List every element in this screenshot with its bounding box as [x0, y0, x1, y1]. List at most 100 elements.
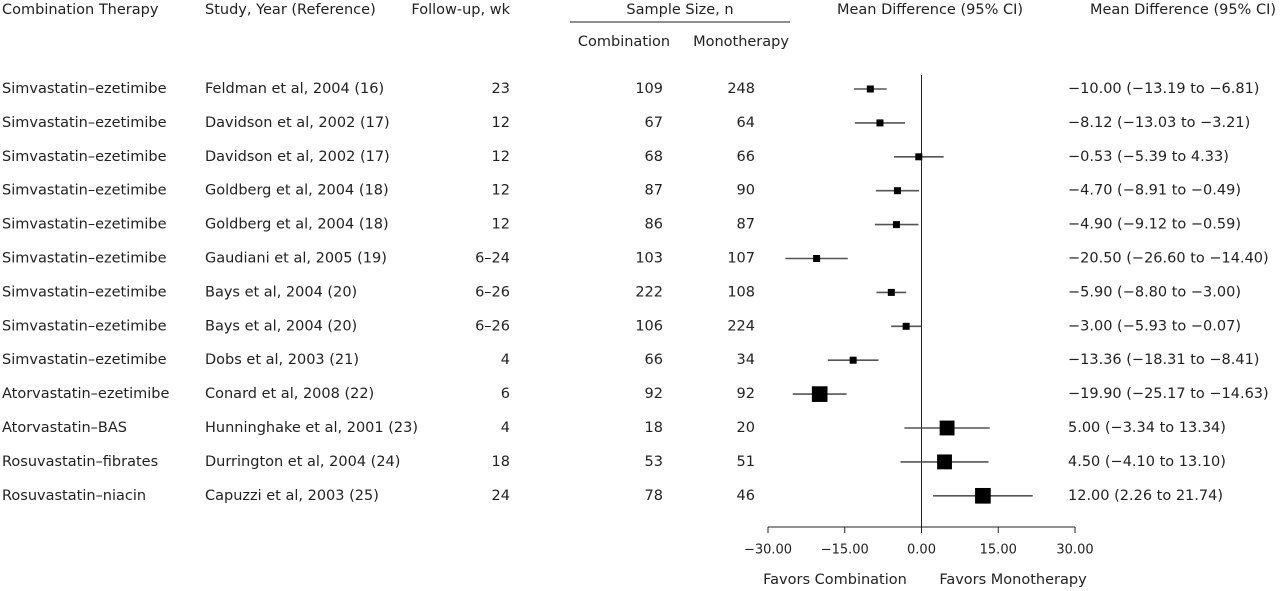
n-monotherapy: 46: [737, 488, 755, 504]
n-combination: 67: [645, 115, 663, 131]
estimate-label: −5.90 (−8.80 to −3.00): [1068, 284, 1241, 300]
therapy: Simvastatin–ezetimibe: [2, 318, 167, 334]
followup: 12: [492, 115, 510, 131]
n-combination: 222: [635, 284, 663, 300]
therapy: Atorvastatin–BAS: [2, 420, 127, 436]
estimate-label: −0.53 (−5.39 to 4.33): [1068, 149, 1229, 165]
study: Bays et al, 2004 (20): [205, 284, 357, 300]
n-combination: 66: [645, 352, 663, 368]
estimate-marker: [902, 322, 910, 330]
therapy: Simvastatin–ezetimibe: [2, 284, 167, 300]
therapy: Simvastatin–ezetimibe: [2, 251, 167, 267]
estimate-marker: [893, 187, 901, 195]
therapy: Simvastatin–ezetimibe: [2, 81, 167, 97]
estimate-marker: [876, 119, 884, 127]
n-monotherapy: 107: [727, 251, 755, 267]
n-combination: 18: [645, 420, 663, 436]
header: Mean Difference (95% CI): [837, 2, 1023, 18]
n-combination: 87: [645, 183, 663, 199]
study: Hunninghake et al, 2001 (23): [205, 420, 418, 436]
therapy: Rosuvastatin–niacin: [2, 488, 146, 504]
x-axis-label: Favors Combination: [763, 572, 907, 588]
n-combination: 53: [645, 454, 663, 470]
n-combination: 78: [645, 488, 663, 504]
header: Combination: [578, 34, 670, 50]
n-monotherapy: 224: [727, 318, 755, 334]
n-combination: 92: [645, 386, 663, 402]
estimate-marker: [849, 356, 857, 364]
n-monotherapy: 20: [737, 420, 755, 436]
estimate-marker: [811, 386, 828, 402]
followup: 12: [492, 149, 510, 165]
x-axis-label: Favors Monotherapy: [939, 572, 1087, 588]
x-tick-label: 30.00: [1056, 543, 1093, 558]
x-tick-label: −30.00: [744, 543, 792, 558]
estimate-marker: [937, 454, 952, 470]
study: Capuzzi et al, 2003 (25): [205, 488, 379, 504]
header: Mean Difference (95% CI): [1090, 2, 1276, 18]
estimate-label: −19.90 (−25.17 to −14.63): [1068, 386, 1269, 402]
study: Durrington et al, 2004 (24): [205, 454, 400, 470]
followup: 18: [492, 454, 510, 470]
estimate-marker: [813, 255, 821, 262]
therapy: Simvastatin–ezetimibe: [2, 352, 167, 368]
study: Davidson et al, 2002 (17): [205, 149, 390, 165]
followup: 4: [501, 352, 510, 368]
study: Bays et al, 2004 (20): [205, 318, 357, 334]
estimate-label: −3.00 (−5.93 to −0.07): [1068, 318, 1241, 334]
header: Study, Year (Reference): [205, 2, 376, 18]
n-monotherapy: 51: [737, 454, 755, 470]
followup: 6–26: [475, 318, 510, 334]
followup: 6–26: [475, 284, 510, 300]
x-tick-label: 0.00: [907, 543, 936, 558]
estimate-marker: [887, 288, 895, 296]
estimate-label: −8.12 (−13.03 to −3.21): [1068, 115, 1250, 131]
estimate-label: 4.50 (−4.10 to 13.10): [1068, 454, 1226, 470]
n-monotherapy: 90: [737, 183, 755, 199]
n-combination: 109: [635, 81, 663, 97]
study: Goldberg et al, 2004 (18): [205, 217, 389, 233]
header: Follow-up, wk: [411, 2, 510, 18]
x-tick-label: 15.00: [980, 543, 1017, 558]
n-combination: 103: [635, 251, 663, 267]
followup: 6–24: [475, 251, 510, 267]
estimate-marker: [939, 420, 955, 436]
estimate-marker: [866, 85, 874, 93]
study: Davidson et al, 2002 (17): [205, 115, 390, 131]
followup: 4: [501, 420, 510, 436]
n-combination: 68: [645, 149, 663, 165]
estimate-label: 12.00 (2.26 to 21.74): [1068, 488, 1223, 504]
n-combination: 86: [645, 217, 663, 233]
n-monotherapy: 66: [737, 149, 755, 165]
n-monotherapy: 87: [737, 217, 755, 233]
study: Gaudiani et al, 2005 (19): [205, 251, 387, 267]
followup: 23: [492, 81, 510, 97]
followup: 6: [501, 386, 510, 402]
study: Goldberg et al, 2004 (18): [205, 183, 389, 199]
header: Monotherapy: [693, 34, 789, 50]
therapy: Atorvastatin–ezetimibe: [2, 386, 169, 402]
n-monotherapy: 64: [737, 115, 755, 131]
followup: 12: [492, 183, 510, 199]
study: Feldman et al, 2004 (16): [205, 81, 384, 97]
estimate-label: 5.00 (−3.34 to 13.34): [1068, 420, 1226, 436]
estimate-marker: [915, 153, 923, 161]
estimate-label: −4.70 (−8.91 to −0.49): [1068, 183, 1241, 199]
estimate-label: −10.00 (−13.19 to −6.81): [1068, 81, 1259, 97]
followup: 12: [492, 217, 510, 233]
therapy: Simvastatin–ezetimibe: [2, 183, 167, 199]
estimate-label: −13.36 (−18.31 to −8.41): [1068, 352, 1259, 368]
n-combination: 106: [635, 318, 663, 334]
study: Dobs et al, 2003 (21): [205, 352, 359, 368]
estimate-marker: [975, 487, 991, 504]
n-monotherapy: 92: [737, 386, 755, 402]
therapy: Simvastatin–ezetimibe: [2, 217, 167, 233]
n-monotherapy: 34: [737, 352, 755, 368]
estimate-label: −4.90 (−9.12 to −0.59): [1068, 217, 1241, 233]
therapy: Simvastatin–ezetimibe: [2, 149, 167, 165]
header: Sample Size, n: [626, 2, 733, 18]
followup: 24: [492, 488, 510, 504]
x-tick-label: −15.00: [821, 543, 869, 558]
n-monotherapy: 248: [727, 81, 755, 97]
